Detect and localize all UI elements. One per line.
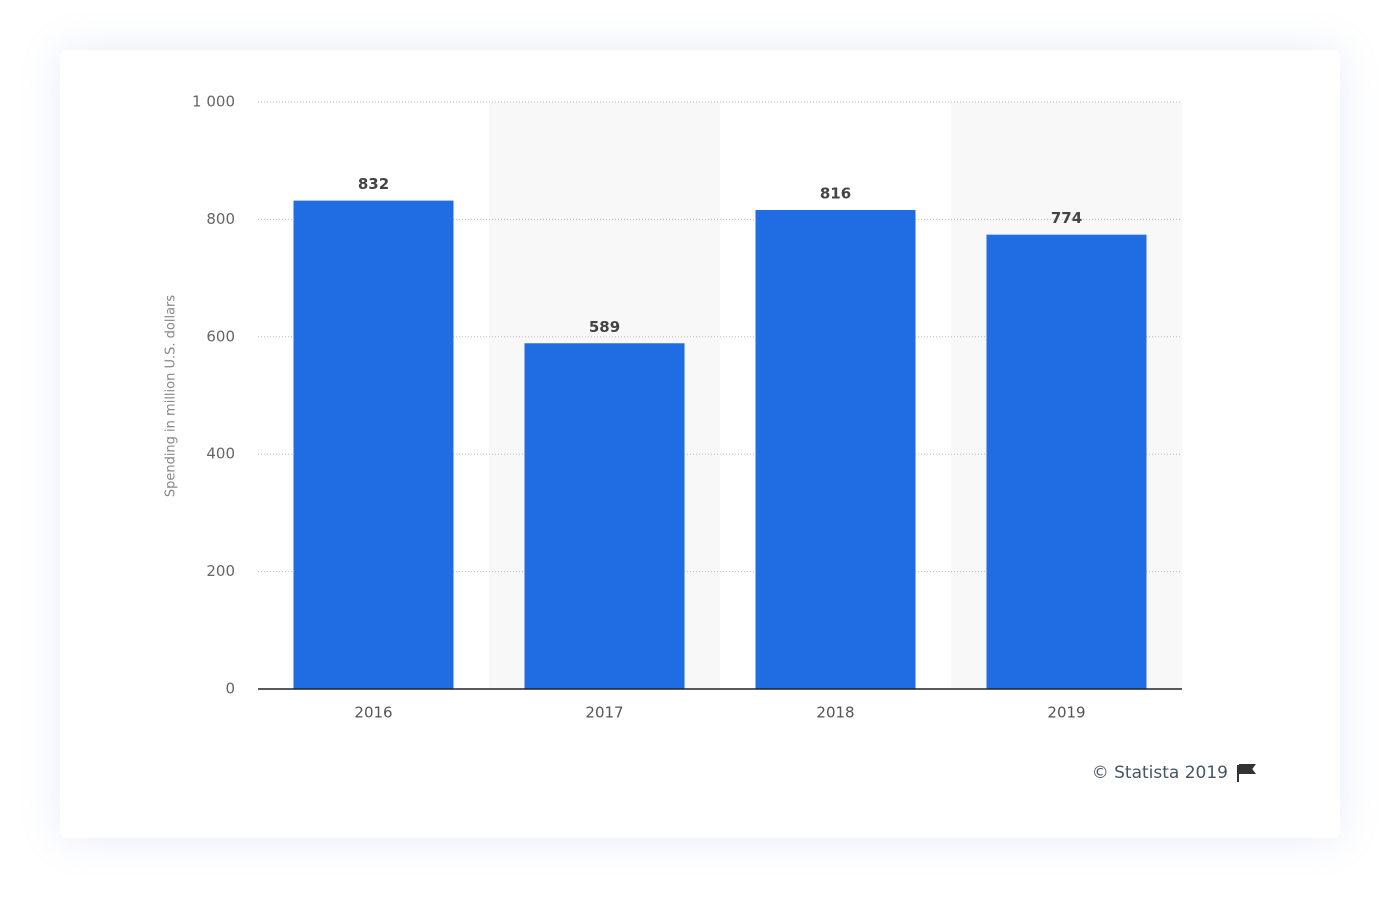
value-label: 832 <box>358 175 389 193</box>
bar <box>986 234 1147 690</box>
x-tick-label: 2016 <box>354 704 392 722</box>
bar <box>524 343 685 689</box>
y-tick-label: 0 <box>225 680 235 698</box>
bar <box>293 200 454 689</box>
flag-icon <box>1237 764 1256 782</box>
value-label: 589 <box>589 318 620 336</box>
y-tick-label: 800 <box>206 210 235 228</box>
x-tick-label: 2018 <box>816 704 854 722</box>
value-label: 816 <box>820 185 851 203</box>
bar <box>755 210 916 689</box>
y-axis-title: Spending in million U.S. dollars <box>164 295 179 498</box>
y-tick-label: 600 <box>206 327 235 345</box>
x-tick-label: 2019 <box>1047 704 1085 722</box>
credit: © Statista 2019 <box>1092 763 1228 783</box>
x-tick-label: 2017 <box>585 704 623 722</box>
value-label: 774 <box>1051 209 1082 227</box>
y-tick-label: 1 000 <box>192 93 235 111</box>
y-tick-label: 200 <box>206 562 235 580</box>
y-tick-label: 400 <box>206 445 235 463</box>
